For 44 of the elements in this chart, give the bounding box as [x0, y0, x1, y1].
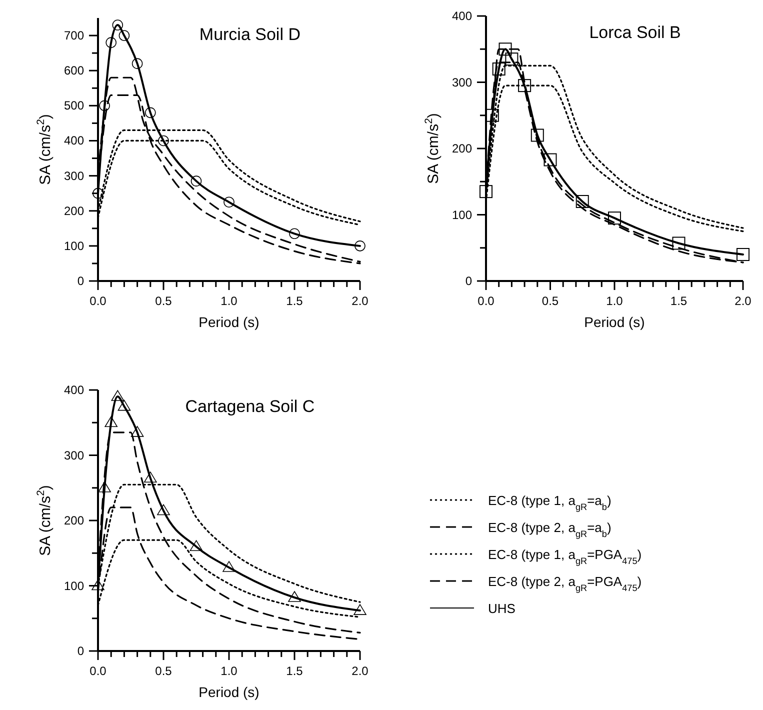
- x-axis-title: Period (s): [198, 314, 260, 330]
- legend-label: UHS: [488, 601, 516, 616]
- y-tick-label: 300: [452, 75, 472, 90]
- x-tick-label: 1.5: [286, 664, 304, 678]
- x-tick-label: 2.0: [352, 294, 369, 308]
- x-tick-label: 0.0: [90, 294, 107, 308]
- y-tick-label: 600: [64, 64, 84, 78]
- x-tick-label: 0.5: [155, 294, 172, 308]
- y-tick-label: 400: [64, 383, 84, 397]
- x-tick-label: 2.0: [352, 664, 369, 678]
- y-tick-label: 400: [64, 134, 84, 148]
- legend-label: EC-8 (type 2, a$_{gR}$=PGA$_{475}$): [488, 574, 642, 593]
- y-tick-label: 500: [64, 98, 84, 113]
- y-tick-label: 100: [452, 208, 472, 222]
- x-tick-label: 0.0: [478, 294, 495, 308]
- y-tick-label: 100: [64, 578, 84, 593]
- y-tick-label: 400: [452, 9, 472, 23]
- x-tick-label: 1.5: [670, 294, 688, 308]
- x-tick-label: 1.0: [220, 294, 238, 308]
- x-tick-label: 0.5: [542, 294, 559, 308]
- x-tick-label: 1.5: [286, 294, 304, 308]
- x-axis-title: Period (s): [584, 314, 645, 330]
- y-tick-label: 200: [452, 142, 472, 156]
- legend-label: EC-8 (type 2, a$_{gR}$=a$_{b}$): [488, 520, 612, 539]
- y-tick-label: 200: [64, 204, 84, 218]
- x-tick-label: 2.0: [734, 294, 752, 308]
- y-tick-label: 0: [77, 274, 84, 288]
- y-tick-label: 0: [465, 274, 472, 288]
- x-tick-label: 0.0: [90, 664, 107, 678]
- y-tick-label: 100: [64, 238, 84, 253]
- x-axis-title: Period (s): [198, 684, 260, 700]
- x-tick-label: 1.0: [606, 294, 624, 308]
- x-tick-label: 0.5: [155, 664, 172, 678]
- y-tick-label: 0: [77, 644, 84, 658]
- legend-label: EC-8 (type 1, a$_{gR}$=PGA$_{475}$): [488, 547, 642, 566]
- y-tick-label: 300: [64, 168, 84, 183]
- y-tick-label: 700: [64, 28, 84, 43]
- y-tick-label: 200: [64, 514, 84, 528]
- chart-title: Cartagena Soil C: [185, 397, 315, 416]
- chart-title: Lorca Soil B: [589, 23, 681, 42]
- chart-title: Murcia Soil D: [199, 25, 301, 44]
- legend-label: EC-8 (type 1, a$_{gR}$=a$_{b}$): [488, 493, 612, 512]
- x-tick-label: 1.0: [220, 664, 238, 678]
- y-tick-label: 300: [64, 448, 84, 462]
